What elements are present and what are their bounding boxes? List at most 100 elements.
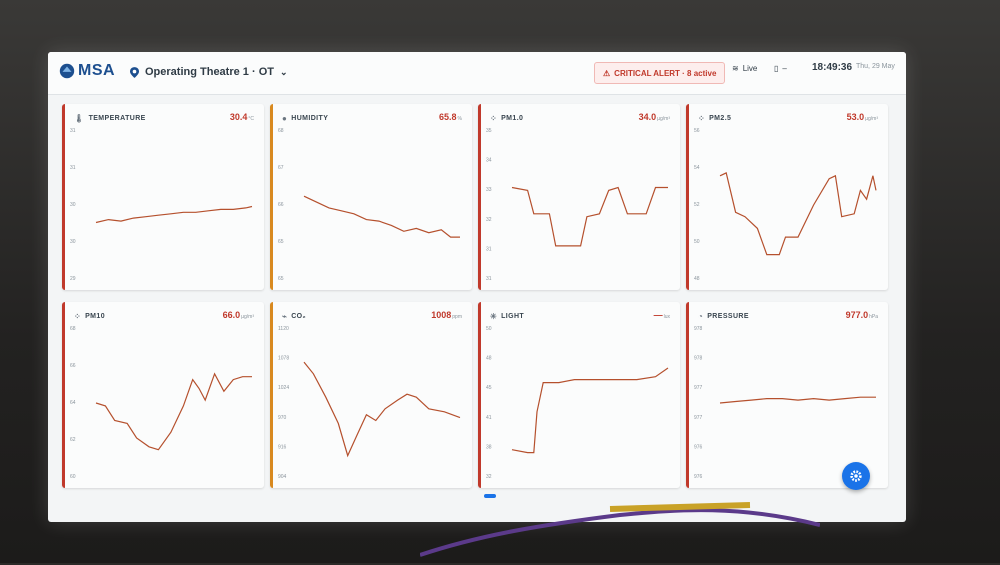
chevron-down-icon: ⌄	[279, 66, 288, 77]
sensor-chart: 68 66 64 62 60	[70, 326, 252, 480]
card-title-label: CO₂	[291, 313, 307, 320]
card-accent-bar	[686, 302, 689, 488]
sensor-card-co-[interactable]: ⌁ CO₂ 1008ppm 1120 1078 1024 970 916 904	[270, 302, 472, 488]
dashboard-screen: MSA Operating Theatre 1 · OT ⌄ ⚠ CRITICA…	[48, 52, 906, 522]
y-tick-label: 1078	[278, 356, 289, 362]
card-title: ✳ LIGHT	[490, 312, 524, 321]
y-tick-label: 60	[70, 474, 76, 480]
y-tick-label: 66	[278, 202, 284, 208]
sensor-series-line	[719, 396, 876, 404]
y-tick-label: 970	[278, 415, 287, 421]
card-value-number: 30.4	[229, 112, 248, 122]
alert-text: CRITICAL ALERT · 8 active	[614, 68, 717, 78]
card-title-label: PM2.5	[709, 115, 732, 122]
card-accent-bar	[478, 302, 481, 488]
y-tick-label: 31	[486, 246, 492, 252]
clock-date: Thu, 29 May	[856, 63, 895, 70]
y-tick-label: 50	[694, 239, 700, 245]
sensor-card-pressure[interactable]: ◔ PRESSURE 977.0hPa 978 978 977 977 976 976	[686, 302, 888, 488]
card-value: 53.0µg/m³	[847, 112, 878, 122]
card-accent-bar	[478, 104, 481, 290]
battery-label: –	[782, 64, 787, 73]
card-value: 65.8%	[439, 112, 462, 122]
y-tick-label: 1024	[278, 385, 289, 391]
card-value-unit: %	[457, 116, 462, 122]
y-tick-label: 30	[70, 239, 76, 245]
sensor-card-pm1-0[interactable]: ⁘ PM1.0 34.0µg/m³ 35 34 33 32 31 31	[478, 104, 680, 290]
card-accent-bar	[270, 302, 273, 488]
sensor-series-line	[719, 172, 877, 256]
y-tick-label: 977	[694, 415, 703, 421]
location-selector[interactable]: Operating Theatre 1 · OT ⌄	[130, 66, 288, 78]
sensor-chart: 31 31 30 30 29	[70, 128, 253, 282]
card-value-unit: µg/m³	[241, 314, 254, 320]
sensor-series-line	[95, 205, 253, 224]
y-tick-label: 32	[486, 474, 492, 480]
sensor-chart: 50 48 45 41 38 32	[486, 326, 669, 480]
settings-button[interactable]	[842, 462, 870, 490]
sensor-series-line	[95, 372, 252, 451]
card-title-label: HUMIDITY	[291, 115, 329, 122]
card-value-unit: ppm	[452, 314, 462, 320]
card-value: —lux	[654, 310, 670, 320]
card-value: 34.0µg/m³	[639, 112, 670, 122]
sensor-chart: 1120 1078 1024 970 916 904	[278, 326, 461, 480]
sensor-card-light[interactable]: ✳ LIGHT —lux 50 48 45 41 38 32	[478, 302, 680, 488]
logo-icon	[59, 63, 75, 79]
sensor-grid: 🌡 TEMPERATURE 30.4°C 31 31 30 30 29 ● HUMIDITY 65.…	[62, 104, 896, 496]
sensor-card-temperature[interactable]: 🌡 TEMPERATURE 30.4°C 31 31 30 30 29	[62, 104, 264, 290]
y-tick-label: 977	[694, 385, 703, 391]
y-tick-label: 1120	[278, 326, 289, 332]
card-value-unit: µg/m³	[865, 116, 878, 122]
card-accent-bar	[62, 104, 65, 290]
y-tick-label: 32	[486, 217, 492, 223]
gauge-icon: ◔	[698, 312, 704, 321]
card-title-label: TEMPERATURE	[88, 115, 146, 122]
sensor-series-line	[303, 361, 461, 458]
sensor-chart: 68 67 66 65 65	[278, 128, 460, 282]
card-value: 66.0µg/m³	[223, 310, 254, 320]
sensor-chart: 35 34 33 32 31 31	[486, 128, 668, 282]
card-value: 30.4°C	[230, 112, 254, 122]
location-label: Operating Theatre 1 · OT	[145, 66, 274, 78]
y-tick-label: 916	[278, 444, 287, 450]
y-tick-label: 29	[70, 276, 76, 282]
y-tick-label: 67	[278, 165, 284, 171]
pin-icon	[130, 66, 139, 78]
card-title-label: PRESSURE	[707, 313, 749, 320]
y-tick-label: 978	[694, 326, 703, 332]
y-tick-label: 904	[278, 474, 287, 480]
y-tick-label: 45	[486, 385, 492, 391]
warning-icon: ⚠	[603, 68, 611, 78]
sensor-card-humidity[interactable]: ● HUMIDITY 65.8% 68 67 66 65 65	[270, 104, 472, 290]
y-tick-label: 48	[694, 276, 700, 282]
card-accent-bar	[270, 104, 273, 290]
sensor-card-pm2-5[interactable]: ⁘ PM2.5 53.0µg/m³ 56 54 52 50 48	[686, 104, 888, 290]
card-value-unit: lux	[663, 314, 670, 320]
card-value-number: 65.8	[439, 112, 457, 122]
card-title: ● HUMIDITY	[282, 114, 328, 123]
live-indicator: ≋ Live	[732, 64, 757, 73]
logo-text: MSA	[78, 62, 116, 79]
card-title: ⁘ PM10	[74, 312, 105, 321]
y-tick-label: 976	[694, 444, 703, 450]
sensor-series-line	[511, 367, 669, 454]
cable-decoration	[420, 502, 820, 557]
sensor-card-pm10[interactable]: ⁘ PM10 66.0µg/m³ 68 66 64 62 60	[62, 302, 264, 488]
card-title: 🌡 TEMPERATURE	[74, 114, 146, 123]
co2-icon: ⌁	[282, 312, 288, 321]
sun-icon: ✳	[490, 312, 498, 321]
dot-icon: ⁘	[74, 312, 82, 321]
y-tick-label: 56	[694, 128, 700, 134]
card-title: ⁘ PM2.5	[698, 114, 731, 123]
thermometer-icon: 🌡	[74, 114, 85, 123]
logo: MSA	[58, 62, 115, 80]
drop-icon: ●	[282, 114, 288, 123]
card-title: ◔ PRESSURE	[698, 312, 749, 321]
card-value: 977.0hPa	[846, 310, 878, 320]
dot-icon: ⁘	[490, 114, 498, 123]
y-tick-label: 52	[694, 202, 700, 208]
critical-alert-badge[interactable]: ⚠ CRITICAL ALERT · 8 active	[594, 62, 726, 84]
card-value-number: 53.0	[846, 112, 865, 122]
y-tick-label: 64	[70, 400, 76, 406]
